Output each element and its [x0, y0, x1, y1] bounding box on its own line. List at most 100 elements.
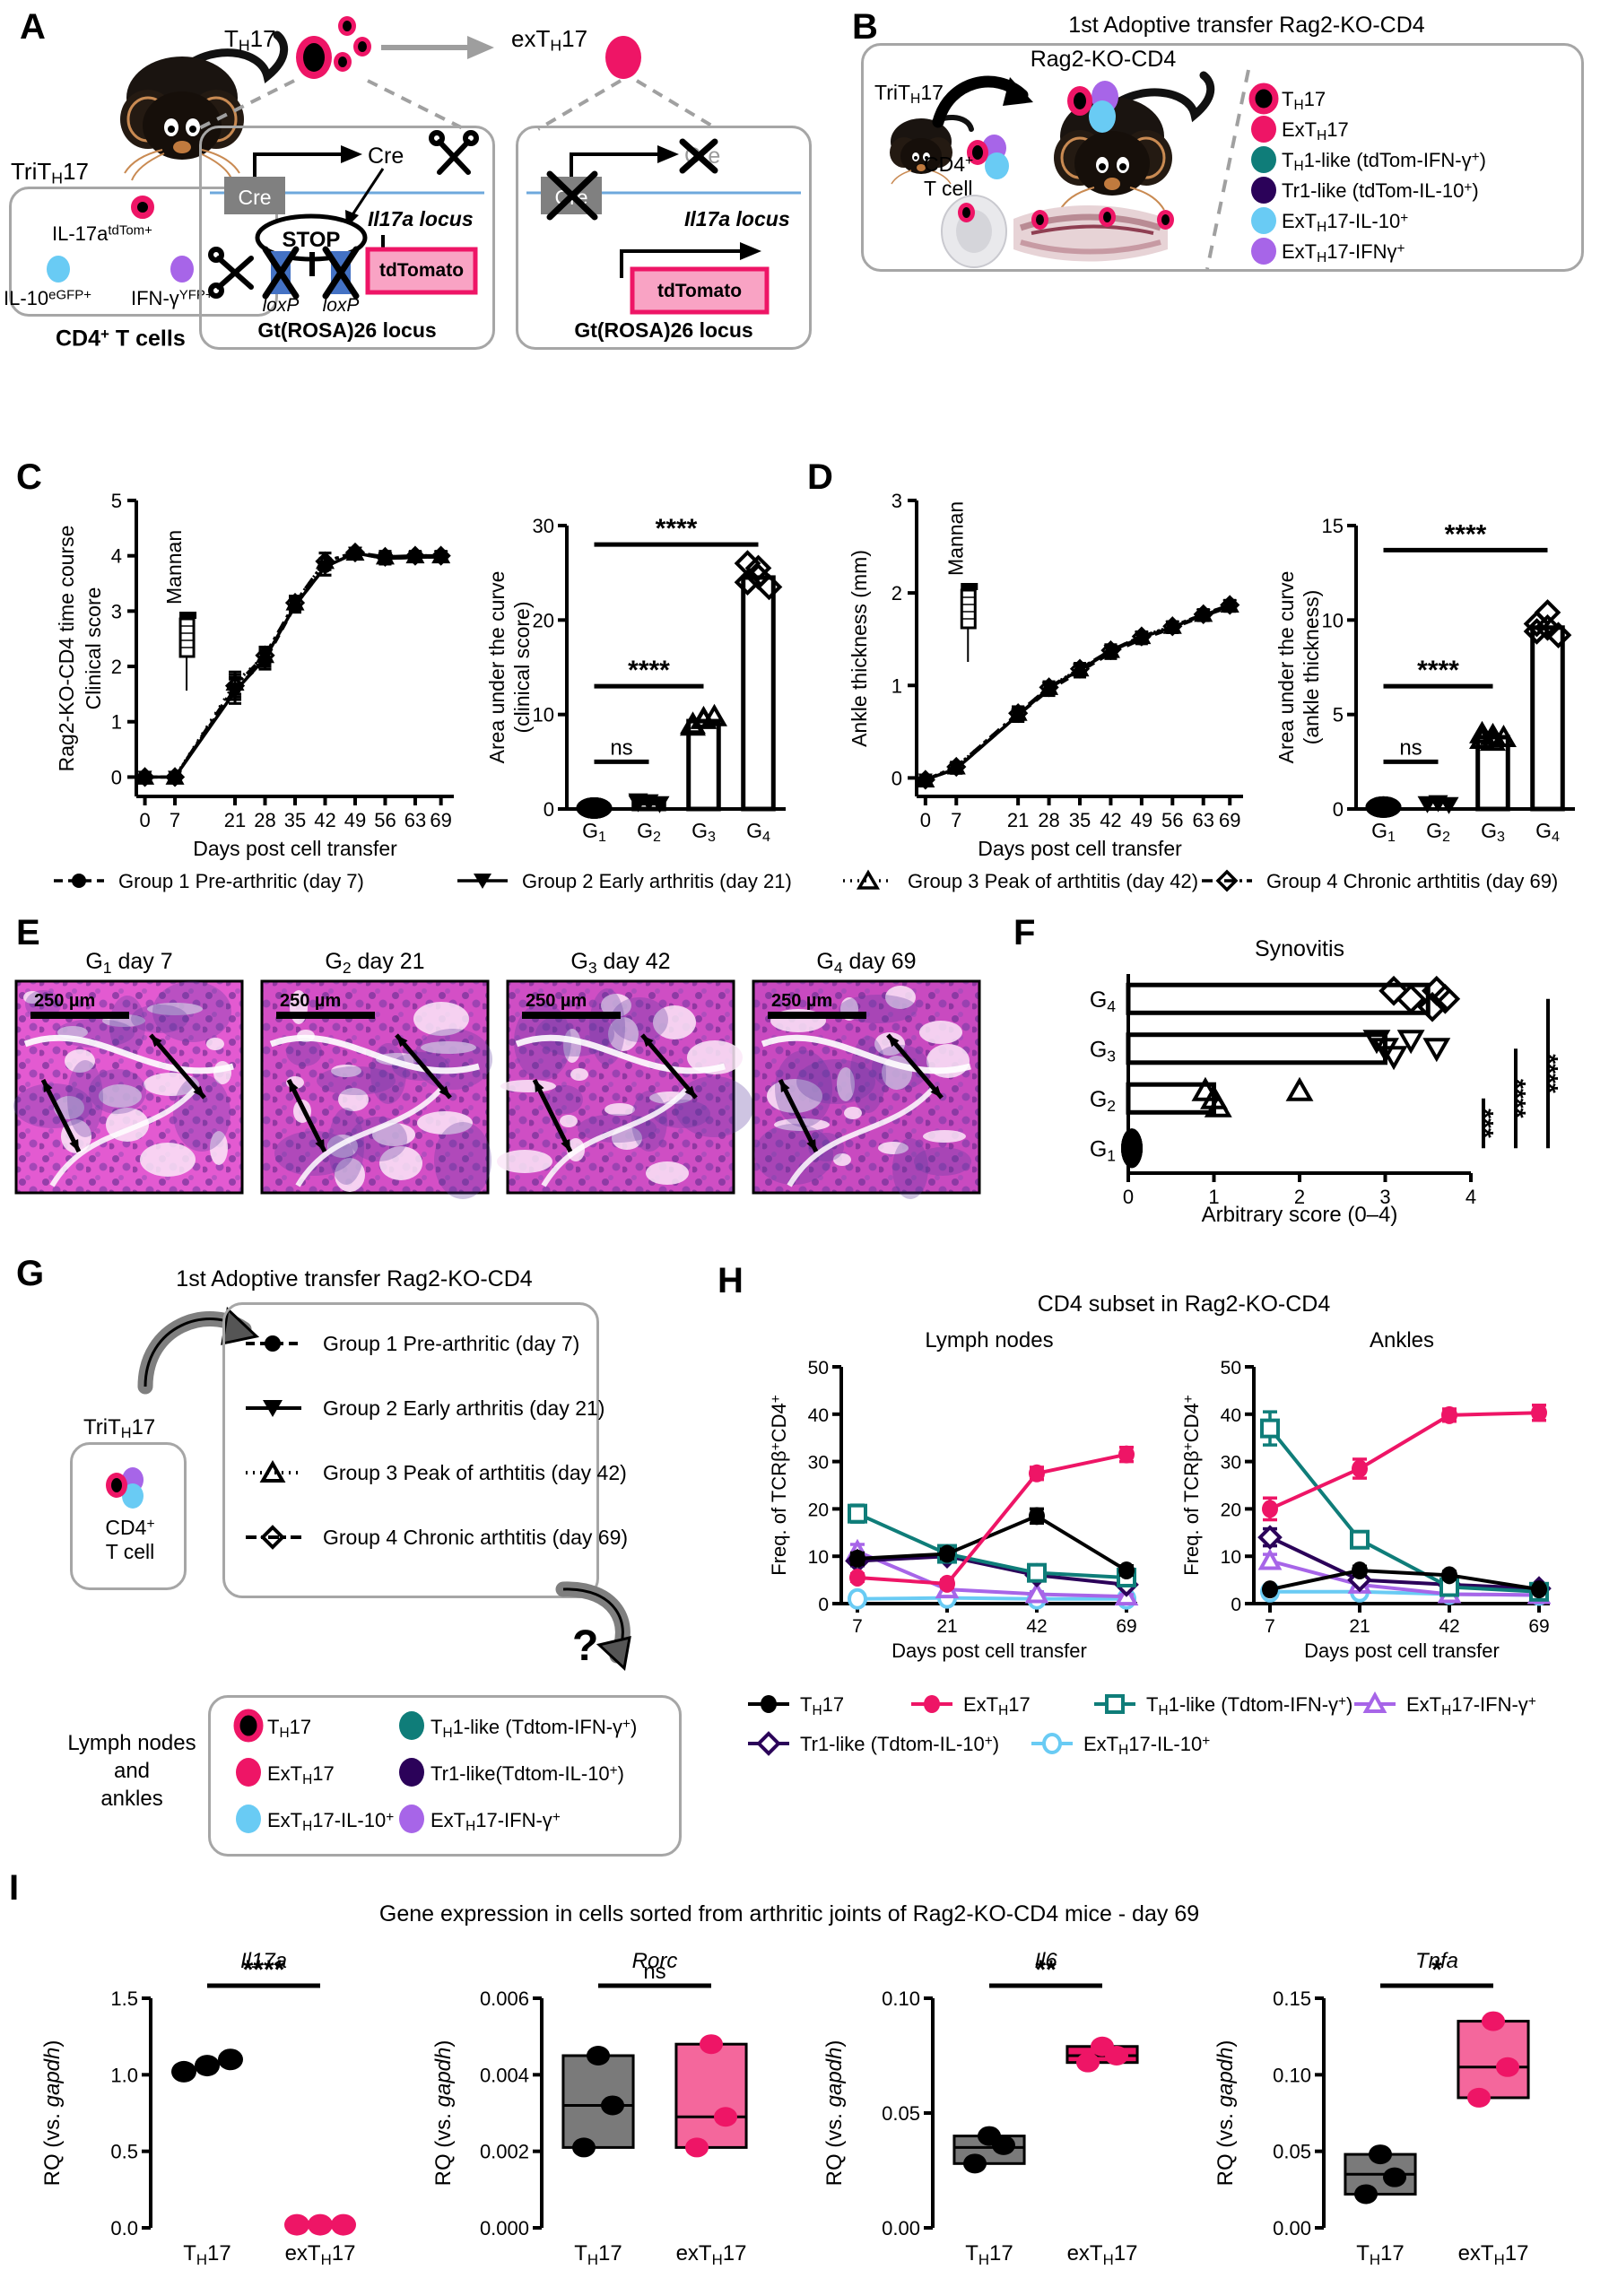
panel-h-ankles-chart: Ankles 0 10 20 30 40 50 7 21 42 69 Freq. of TCRβ+CD…: [1175, 1326, 1561, 1675]
svg-text:Tr1-like (tdTom-IL-10+): Tr1-like (tdTom-IL-10+): [1282, 179, 1479, 202]
svg-text:****: ****: [628, 656, 670, 685]
svg-text:0: 0: [1333, 798, 1344, 821]
svg-text:ExTH17-IL-10+: ExTH17-IL-10+: [267, 1809, 394, 1834]
svg-text:Area under the curve: Area under the curve: [1274, 571, 1298, 764]
panel-g-legend: TH17 TH1-like (Tdtom-IFN-γ+) ExTH17 Tr1-lik…: [224, 1704, 673, 1852]
svg-text:ns: ns: [610, 735, 632, 760]
svg-text:69: 69: [430, 809, 451, 831]
svg-text:2: 2: [891, 582, 902, 604]
svg-text:42: 42: [314, 809, 335, 831]
svg-text:ExTH17: ExTH17: [1282, 118, 1349, 144]
panel-g-title: 1st Adoptive transfer Rag2-KO-CD4: [176, 1266, 533, 1292]
panel-label-i: I: [9, 1868, 20, 1908]
svg-text:3: 3: [1379, 1186, 1390, 1208]
svg-text:0: 0: [920, 809, 931, 831]
svg-text:G3: G3: [691, 819, 716, 845]
svg-text:5: 5: [1333, 704, 1344, 726]
recipient-cell-th17: [1067, 86, 1092, 116]
svg-text:ExTH17-IFN-γ+: ExTH17-IFN-γ+: [1406, 1693, 1536, 1718]
svg-text:42: 42: [1100, 809, 1121, 831]
svg-text:Group 1 Pre-arthritic (day 7): Group 1 Pre-arthritic (day 7): [118, 870, 364, 892]
exth17-cell-big: [605, 36, 641, 79]
svg-text:15: 15: [1322, 515, 1344, 537]
locus-diagram-left: Cre Cre STOP Il17a locus tdTomato loxP l…: [208, 130, 484, 342]
svg-text:5: 5: [111, 490, 122, 512]
svg-text:1.0: 1.0: [110, 2064, 138, 2086]
svg-text:21: 21: [1349, 1616, 1370, 1637]
svg-text:exTH17: exTH17: [1458, 2241, 1529, 2268]
svg-text:****: ****: [1445, 519, 1487, 549]
svg-text:Days post cell transfer: Days post cell transfer: [193, 837, 397, 860]
svg-text:(clinical score): (clinical score): [510, 602, 534, 734]
svg-text:Group 3 Peak of arthtitis (day: Group 3 Peak of arthtitis (day 42): [323, 1461, 627, 1484]
svg-text:Lymph nodes: Lymph nodes: [925, 1328, 1053, 1352]
donor-mouse-icon: [890, 114, 974, 185]
panel-label-c: C: [16, 457, 42, 497]
svg-text:****: ****: [1417, 656, 1459, 685]
svg-text:ns: ns: [1399, 735, 1422, 760]
recipient-cell-il10: [1089, 100, 1116, 133]
svg-text:0: 0: [818, 1595, 829, 1615]
svg-text:Tnfa: Tnfa: [1415, 1949, 1458, 1973]
svg-text:28: 28: [254, 809, 275, 831]
svg-text:tdTomato: tdTomato: [657, 281, 742, 301]
svg-text:TH1-like (tdTom-IFN-γ+): TH1-like (tdTom-IFN-γ+): [1282, 149, 1486, 174]
svg-text:G3: G3: [1090, 1037, 1116, 1065]
donor-cell-il10: [985, 152, 1009, 179]
svg-text:G2: G2: [1426, 819, 1450, 845]
svg-text:TH17: TH17: [1282, 88, 1326, 113]
svg-text:35: 35: [284, 809, 306, 831]
svg-text:69: 69: [1219, 809, 1240, 831]
panel-g-groups-box: [222, 1302, 599, 1598]
svg-text:G4: G4: [1090, 987, 1116, 1015]
svg-text:G4: G4: [1535, 819, 1560, 845]
svg-text:0: 0: [111, 766, 122, 788]
svg-text:exTH17: exTH17: [676, 2241, 747, 2268]
svg-text:Clinical score: Clinical score: [82, 587, 105, 710]
svg-text:G2 day 21: G2 day 21: [325, 949, 424, 977]
svg-text:7: 7: [170, 809, 180, 831]
svg-text:50: 50: [808, 1358, 829, 1378]
svg-text:G1: G1: [582, 819, 606, 845]
svg-text:ns: ns: [643, 1960, 665, 1984]
panel-label-h: H: [718, 1261, 744, 1300]
svg-text:Group 1 Pre-arthritic (day 7): Group 1 Pre-arthritic (day 7): [323, 1332, 579, 1355]
panel-b-title: 1st Adoptive transfer Rag2-KO-CD4: [1068, 13, 1425, 38]
svg-text:21: 21: [224, 809, 246, 831]
svg-text:30: 30: [808, 1453, 829, 1474]
svg-text:0: 0: [544, 798, 554, 821]
th17-cell-s2: [353, 37, 371, 57]
svg-text:42: 42: [1439, 1616, 1459, 1637]
svg-text:0.05: 0.05: [1273, 2141, 1311, 2163]
svg-text:TH17: TH17: [574, 2241, 622, 2268]
svg-text:1.5: 1.5: [110, 1987, 138, 2010]
svg-text:Mannan: Mannan: [162, 530, 186, 604]
svg-text:ExTH17-IL-10+: ExTH17-IL-10+: [1083, 1733, 1210, 1758]
svg-text:0.05: 0.05: [882, 2102, 920, 2125]
panel-g-question-mark: ?: [572, 1622, 599, 1670]
svg-text:TH17: TH17: [267, 1716, 311, 1741]
th17-cell-s3: [334, 52, 352, 72]
panel-b-dashed-divider: [1205, 69, 1250, 270]
svg-text:TH1-like (Tdtom-IFN-γ+): TH1-like (Tdtom-IFN-γ+): [431, 1716, 637, 1741]
svg-text:1: 1: [1208, 1186, 1219, 1208]
cd4-tcells-caption: CD4+ T cells: [56, 326, 186, 352]
svg-text:Tr1-like (Tdtom-IL-10+): Tr1-like (Tdtom-IL-10+): [800, 1733, 999, 1755]
svg-text:Group 4 Chronic arthtitis (day: Group 4 Chronic arthtitis (day 69): [323, 1526, 628, 1549]
panel-h-title: CD4 subset in Rag2-KO-CD4: [1037, 1292, 1331, 1317]
panel-c-bar-chart: 0 10 20 30 G1 G2 G3 G4 ns **** **** Area under the …: [484, 484, 798, 861]
svg-text:TH17: TH17: [1356, 2241, 1405, 2268]
panel-g-question-arrow: [555, 1581, 631, 1671]
svg-text:Group 3 Peak of arthtitis (day: Group 3 Peak of arthtitis (day 42): [908, 870, 1198, 892]
svg-text:loxP: loxP: [263, 295, 300, 316]
svg-text:G3 day 42: G3 day 42: [570, 949, 670, 977]
svg-text:49: 49: [1131, 809, 1152, 831]
svg-text:TH17: TH17: [965, 2241, 1013, 2268]
panel-b-donor-label: TriTH17: [874, 81, 944, 107]
svg-text:69: 69: [1116, 1616, 1136, 1637]
svg-text:Cre: Cre: [368, 144, 404, 169]
svg-text:63: 63: [404, 809, 426, 831]
svg-text:0: 0: [1231, 1595, 1241, 1615]
joint-cell-2: [1031, 210, 1048, 230]
svg-text:56: 56: [374, 809, 396, 831]
